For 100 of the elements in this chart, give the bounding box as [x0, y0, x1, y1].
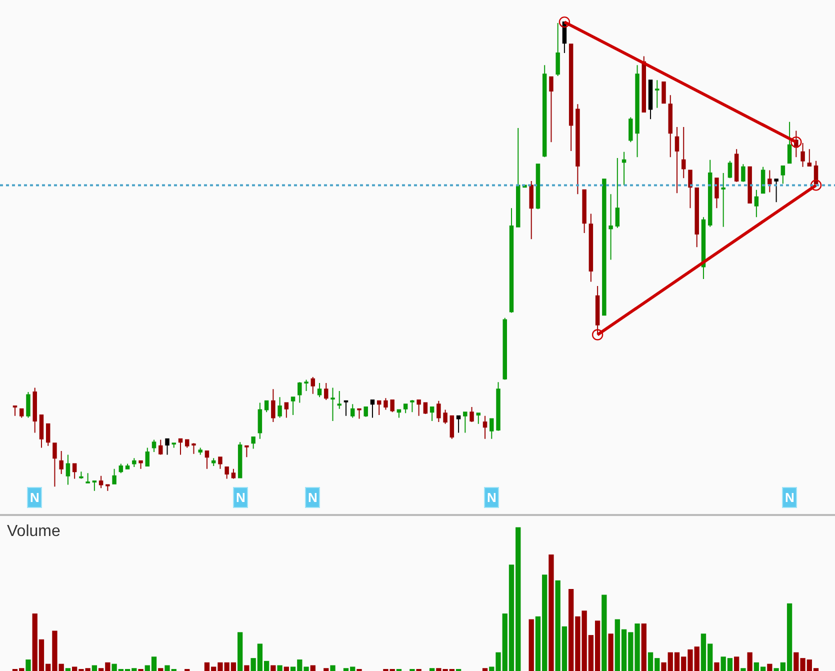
candlestick [774, 178, 778, 203]
annotation: N [487, 490, 496, 505]
candlestick [59, 450, 64, 475]
annotation: N [785, 490, 794, 505]
candlestick [403, 404, 408, 414]
candlestick [655, 80, 660, 108]
candlestick [79, 471, 84, 480]
candlestick [496, 382, 500, 432]
candlestick [350, 404, 355, 418]
candlestick [734, 148, 739, 182]
candlestick [635, 64, 640, 158]
candlestick [344, 400, 348, 416]
bar [26, 660, 31, 671]
candlestick [86, 472, 90, 484]
point [592, 329, 604, 340]
candlestick [258, 402, 262, 440]
bar [548, 554, 554, 671]
candlestick [622, 151, 626, 186]
candlestick [463, 412, 468, 434]
bar [767, 664, 772, 671]
candlestick [542, 64, 547, 158]
candlestick [384, 398, 388, 410]
candlestick [396, 409, 402, 418]
bar [602, 594, 607, 671]
candlestick [416, 399, 421, 416]
candlestick [529, 180, 534, 240]
candlestick [330, 387, 335, 422]
candlestick [26, 391, 30, 418]
candlestick [92, 480, 97, 492]
bar [65, 668, 71, 671]
candlestick [52, 442, 57, 488]
candlestick [721, 172, 726, 228]
candlestick [443, 409, 448, 424]
candlestick [370, 399, 375, 418]
candlestick [158, 439, 163, 456]
candlestick [20, 408, 24, 418]
candlestick [317, 382, 322, 398]
candlestick [648, 80, 653, 120]
candlestick [662, 82, 666, 104]
candlestick [376, 400, 382, 416]
candlestick [516, 128, 520, 228]
bar [92, 665, 98, 671]
candlestick [450, 415, 454, 440]
point [810, 180, 822, 191]
candlestick [430, 406, 434, 422]
candlestick [390, 399, 394, 413]
bar [310, 665, 316, 671]
bar [714, 662, 720, 671]
candlestick [106, 484, 110, 492]
candlestick [436, 400, 441, 422]
candlestick [32, 387, 37, 434]
bar [740, 668, 746, 671]
candlestick [608, 194, 613, 260]
candlestick [549, 76, 554, 143]
candlestick [118, 463, 124, 474]
candlestick [264, 400, 269, 413]
candlestick [310, 376, 316, 394]
candlestick [688, 170, 692, 209]
candlestick [568, 44, 574, 152]
candlestick [218, 456, 222, 470]
candlestick [708, 159, 712, 228]
candlestick [98, 475, 104, 489]
candlestick [271, 388, 276, 422]
candlestick [536, 164, 540, 210]
bar [641, 624, 646, 671]
candlestick [768, 170, 772, 193]
candlestick [668, 94, 672, 158]
candlestick [72, 463, 77, 480]
candlestick [357, 408, 362, 420]
candlestick [204, 450, 210, 470]
candlestick [337, 390, 342, 410]
candlestick [244, 445, 249, 458]
candlestick [490, 418, 494, 440]
candlestick [714, 178, 719, 209]
point [558, 16, 570, 28]
candlestick [138, 460, 143, 470]
candlestick [178, 438, 183, 456]
candlestick [165, 438, 170, 456]
candlestick [741, 164, 746, 182]
candlestick [482, 415, 488, 440]
candlestick [198, 447, 202, 456]
candlestick [556, 22, 560, 76]
candlestick [674, 126, 680, 194]
annotation: N [308, 490, 318, 505]
candlestick [754, 189, 759, 218]
bar [734, 656, 740, 671]
candlestick [251, 436, 256, 450]
candlestick [456, 415, 461, 434]
candlestick [66, 454, 70, 486]
candlestick [588, 213, 594, 282]
bar [608, 634, 614, 671]
candlestick [364, 406, 368, 418]
bar [330, 665, 336, 671]
bar [277, 665, 282, 671]
chart-title: Volume [7, 523, 60, 540]
bar [324, 668, 329, 671]
point [790, 136, 802, 148]
candlestick [582, 189, 586, 234]
bar [238, 632, 243, 671]
candlestick [470, 406, 474, 422]
